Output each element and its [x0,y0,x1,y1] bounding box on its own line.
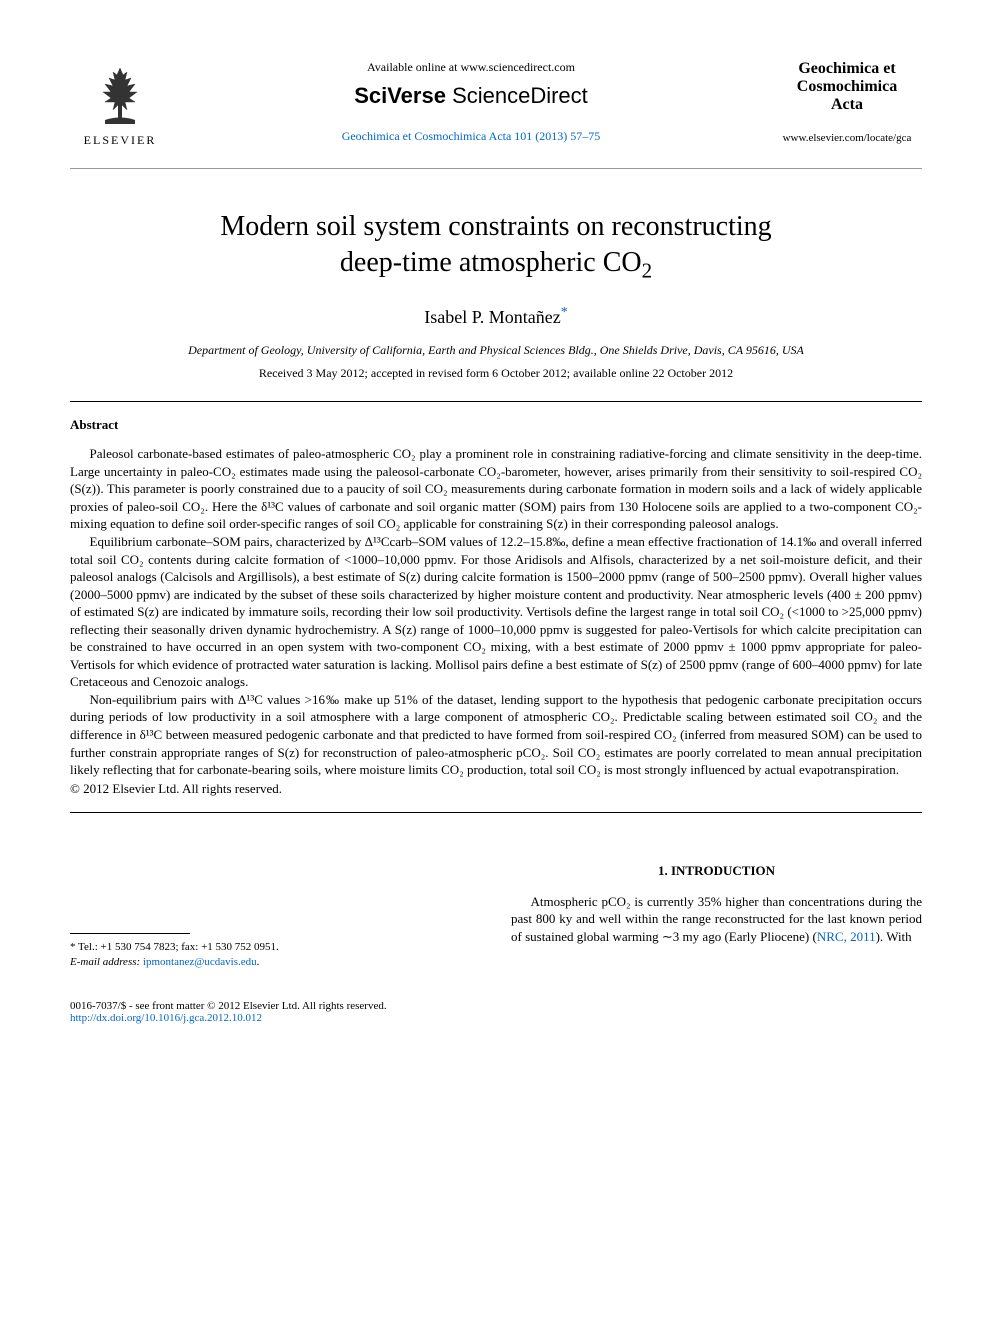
header-block: ELSEVIER Available online at www.science… [70,60,922,148]
two-column-layout: * Tel.: +1 530 754 7823; fax: +1 530 752… [70,863,922,971]
journal-title-line2: Cosmochimica [772,78,922,96]
left-column: * Tel.: +1 530 754 7823; fax: +1 530 752… [70,863,481,971]
available-online-text: Available online at www.sciencedirect.co… [170,60,772,75]
footnote-email-label: E-mail address: [70,956,140,968]
abstract-divider-top [70,401,922,402]
elsevier-tree-icon [85,60,155,130]
right-column: 1. INTRODUCTION Atmospheric pCO₂ is curr… [511,863,922,971]
footnote-tel: * Tel.: +1 530 754 7823; fax: +1 530 752… [70,940,481,955]
elsevier-label: ELSEVIER [84,133,157,148]
footer-info: 0016-7037/$ - see front matter © 2012 El… [70,1000,922,1024]
abstract-para2: Equilibrium carbonate–SOM pairs, charact… [70,533,922,691]
footnote-email[interactable]: ipmontanez@ucdavis.edu [143,956,257,968]
footnote-email-line: E-mail address: ipmontanez@ucdavis.edu. [70,955,481,970]
journal-url[interactable]: www.elsevier.com/locate/gca [772,132,922,144]
abstract-para3: Non-equilibrium pairs with Δ¹³C values >… [70,691,922,779]
abstract-para1: Paleosol carbonate-based estimates of pa… [70,445,922,533]
sciverse-regular: ScienceDirect [446,83,588,108]
intro-ref-link[interactable]: NRC, 2011 [817,929,876,944]
sciverse-logo: SciVerse ScienceDirect [170,83,772,109]
header-divider [70,168,922,169]
author-marker[interactable]: * [561,305,568,320]
abstract-divider-bottom [70,812,922,813]
journal-title-line3: Acta [772,96,922,114]
footnote-divider [70,933,190,934]
copyright: © 2012 Elsevier Ltd. All rights reserved… [70,781,922,797]
front-matter: 0016-7037/$ - see front matter © 2012 El… [70,1000,922,1012]
author-name: Isabel P. Montañez [424,307,560,327]
article-title: Modern soil system constraints on recons… [70,209,922,285]
author-line: Isabel P. Montañez* [70,305,922,328]
title-subscript: 2 [642,259,653,283]
journal-ref-link[interactable]: Geochimica et Cosmochimica Acta 101 (201… [170,129,772,144]
intro-para1: Atmospheric pCO₂ is currently 35% higher… [511,893,922,946]
doi-link[interactable]: http://dx.doi.org/10.1016/j.gca.2012.10.… [70,1012,922,1024]
center-header: Available online at www.sciencedirect.co… [170,60,772,144]
journal-title-line1: Geochimica et [772,60,922,78]
intro-heading: 1. INTRODUCTION [511,863,922,879]
footnote-email-post: . [257,956,260,968]
article-dates: Received 3 May 2012; accepted in revised… [70,366,922,381]
affiliation: Department of Geology, University of Cal… [70,343,922,358]
footnote-block: * Tel.: +1 530 754 7823; fax: +1 530 752… [70,940,481,971]
elsevier-logo: ELSEVIER [70,60,170,148]
intro-para1-post: ). With [876,929,912,944]
abstract-heading: Abstract [70,417,922,433]
title-line2: deep-time atmospheric CO [340,247,642,278]
title-line1: Modern soil system constraints on recons… [220,211,771,242]
sciverse-bold: SciVerse [354,83,446,108]
journal-title-block: Geochimica et Cosmochimica Acta www.else… [772,60,922,144]
